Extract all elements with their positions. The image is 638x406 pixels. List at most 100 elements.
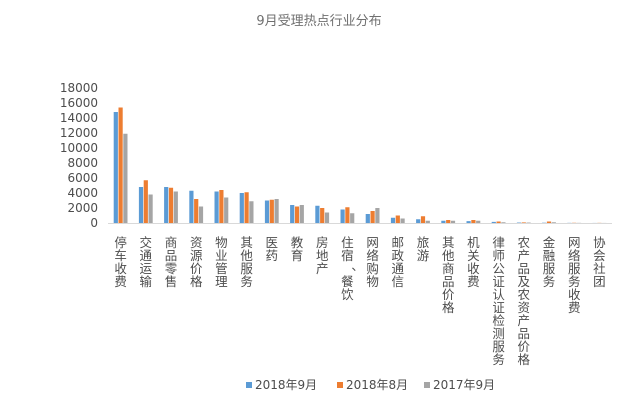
svg-text:产: 产 [518, 248, 531, 263]
svg-text:零: 零 [165, 261, 178, 276]
bars [113, 107, 607, 224]
svg-text:费: 费 [568, 300, 581, 315]
svg-text:宿: 宿 [341, 248, 354, 263]
bar-1-13 [416, 219, 421, 223]
bar-3-11 [375, 208, 380, 223]
bar-2-2 [143, 180, 148, 223]
legend: 2018年9月 2018年8月 2017年9月 [246, 378, 495, 392]
svg-text:关: 关 [467, 248, 480, 263]
svg-text:收: 收 [114, 261, 127, 276]
svg-text:药: 药 [266, 248, 279, 263]
svg-text:其: 其 [442, 235, 455, 250]
bar-3-18 [551, 222, 556, 223]
y-tick-label: 2000 [67, 201, 98, 215]
svg-text:务: 务 [543, 274, 556, 289]
bar-2-18 [546, 221, 552, 223]
svg-text:测: 测 [492, 326, 505, 341]
bar-1-9 [315, 205, 320, 223]
bar-1-2 [138, 187, 144, 223]
bar-2-5 [219, 190, 224, 223]
svg-text:通: 通 [140, 248, 153, 263]
y-tick-label: 16000 [60, 96, 98, 110]
legend-swatch [424, 382, 430, 388]
bar-2-12 [395, 215, 400, 223]
bar-1-16 [491, 221, 496, 224]
svg-text:管: 管 [215, 261, 228, 276]
svg-text:价: 价 [190, 261, 203, 276]
bar-3-9 [324, 212, 330, 223]
svg-text:物: 物 [366, 274, 379, 289]
svg-text:产: 产 [518, 313, 531, 328]
svg-text:金: 金 [543, 235, 556, 250]
svg-text:停: 停 [114, 235, 127, 250]
bar-3-14 [450, 220, 456, 223]
bar-2-6 [244, 192, 249, 223]
svg-text:品: 品 [165, 248, 178, 263]
bar-1-7 [264, 200, 270, 223]
svg-text:价: 价 [518, 339, 531, 354]
x-axis-labels: 停车收费交通运输商品零售资源价格物业管理其他服务医药教育房地产住宿、餐饮网络购物… [114, 235, 606, 367]
bar-3-10 [350, 213, 355, 223]
svg-text:服: 服 [543, 261, 556, 276]
svg-text:络: 络 [366, 248, 379, 263]
svg-text:品: 品 [518, 326, 531, 341]
svg-text:价: 价 [442, 287, 455, 302]
bar-3-15 [476, 220, 481, 223]
bar-1-10 [340, 209, 345, 223]
bar-3-13 [425, 220, 430, 223]
y-tick-label: 14000 [60, 111, 98, 125]
svg-text:餐: 餐 [341, 274, 354, 289]
svg-text:服: 服 [568, 261, 581, 276]
svg-text:格: 格 [518, 352, 531, 367]
svg-text:产: 产 [316, 261, 329, 276]
y-axis: 0200040006000800010000120001400016000180… [60, 81, 612, 230]
svg-text:会: 会 [593, 248, 606, 263]
bar-3-1 [123, 133, 128, 223]
bar-2-11 [370, 211, 375, 223]
svg-text:其: 其 [240, 235, 253, 250]
bar-3-12 [400, 218, 405, 223]
bar-2-1 [118, 107, 123, 223]
bar-2-3 [168, 187, 174, 223]
svg-text:售: 售 [165, 274, 178, 289]
bar-1-8 [290, 205, 295, 223]
x-tick-label: 医药 [266, 235, 279, 263]
svg-text:资: 资 [190, 235, 203, 250]
legend-swatch [337, 382, 343, 388]
svg-text:资: 资 [518, 300, 531, 315]
chart-title: 9月受理热点行业分布 [256, 14, 381, 29]
svg-text:地: 地 [316, 248, 329, 263]
svg-text:费: 费 [467, 274, 480, 289]
svg-text:收: 收 [568, 287, 581, 302]
x-tick-label: 房地产 [316, 235, 329, 276]
bar-3-4 [198, 206, 204, 223]
svg-text:信: 信 [392, 274, 405, 289]
svg-text:络: 络 [568, 248, 581, 263]
bar-2-16 [496, 221, 501, 223]
svg-text:检: 检 [492, 313, 505, 328]
bar-3-5 [224, 197, 229, 223]
svg-text:服: 服 [492, 339, 505, 354]
svg-text:网: 网 [568, 235, 581, 250]
svg-text:运: 运 [140, 261, 153, 276]
svg-text:、: 、 [351, 258, 364, 273]
svg-text:源: 源 [190, 248, 203, 263]
svg-text:商: 商 [165, 235, 178, 250]
y-tick-label: 8000 [67, 156, 98, 170]
svg-text:务: 务 [240, 274, 253, 289]
bar-1-15 [466, 221, 471, 224]
x-tick-label: 教育 [291, 235, 304, 263]
svg-text:邮: 邮 [392, 235, 405, 250]
svg-text:费: 费 [114, 274, 127, 289]
svg-text:他: 他 [442, 248, 455, 263]
svg-text:政: 政 [392, 248, 405, 263]
